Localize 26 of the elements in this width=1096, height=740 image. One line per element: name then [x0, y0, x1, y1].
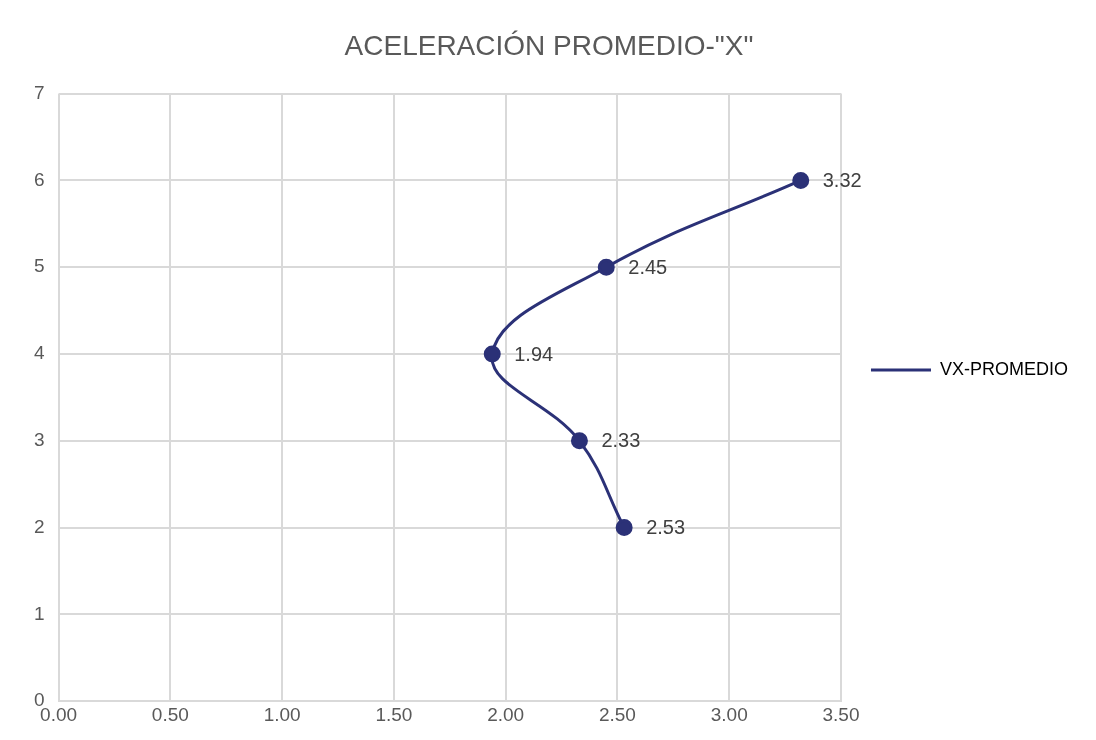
annotation: 3.32 — [822, 168, 862, 191]
chart-title: ACELERACIÓN PROMEDIO-"X" — [344, 29, 754, 61]
legend-label: VX-PROMEDIO — [939, 358, 1068, 379]
annotation: 2.45 — [628, 255, 668, 278]
x-tick-label: 1.00 — [263, 703, 301, 725]
annotation: 2.53 — [646, 516, 686, 539]
x-tick-label: 2.00 — [487, 703, 525, 725]
point — [597, 258, 615, 276]
x-tick-label: 1.50 — [375, 703, 413, 725]
x-tick-label: 2.50 — [598, 703, 636, 725]
point — [792, 171, 810, 189]
y-tick-label: 6 — [33, 168, 45, 190]
point — [615, 519, 633, 537]
annotation: 1.94 — [514, 342, 554, 365]
y-tick-label: 3 — [33, 429, 45, 451]
y-tick-label: 5 — [33, 255, 45, 277]
point — [483, 345, 501, 363]
annotation: 2.33 — [601, 429, 641, 452]
x-tick-label: 0.50 — [151, 703, 189, 725]
y-tick-label: 7 — [33, 81, 45, 103]
x-tick-label: 3.00 — [710, 703, 748, 725]
y-tick-label: 4 — [33, 342, 45, 364]
y-tick-label: 1 — [33, 602, 45, 624]
y-tick-label: 2 — [33, 515, 45, 537]
x-tick-label: 3.50 — [822, 703, 860, 725]
point — [570, 432, 588, 450]
